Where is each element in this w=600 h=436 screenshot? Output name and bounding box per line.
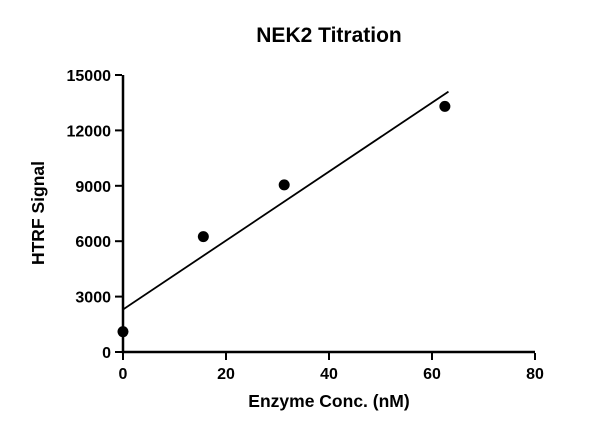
data-point — [197, 231, 209, 243]
x-tick-label: 20 — [217, 366, 235, 383]
data-point — [278, 179, 290, 191]
y-tick-label: 15000 — [67, 68, 112, 85]
axes-group — [121, 75, 535, 354]
y-tick-label: 9000 — [75, 179, 111, 196]
series-group — [117, 100, 451, 338]
x-tick-label: 40 — [320, 366, 338, 383]
y-tick-label: 12000 — [67, 123, 112, 140]
x-tick-label: 60 — [423, 366, 441, 383]
y-tick-label: 6000 — [75, 234, 111, 251]
fit-line — [122, 90, 449, 311]
x-tick-label: 80 — [526, 366, 544, 383]
y-axis-label: HTRF Signal — [28, 161, 48, 265]
data-point — [117, 326, 129, 338]
x-tick-label: 0 — [119, 366, 128, 383]
y-tick-label: 0 — [102, 345, 111, 362]
ticks-group: 0 20 40 60 80 0 3000 6000 9000 12000 15000 — [67, 68, 545, 383]
x-axis-label: Enzyme Conc. (nM) — [248, 391, 409, 411]
axis-frame — [121, 75, 535, 354]
chart-title: NEK2 Titration — [256, 24, 401, 47]
fit-line-group — [122, 90, 449, 311]
y-tick-label: 3000 — [75, 290, 111, 307]
data-point — [439, 100, 451, 112]
